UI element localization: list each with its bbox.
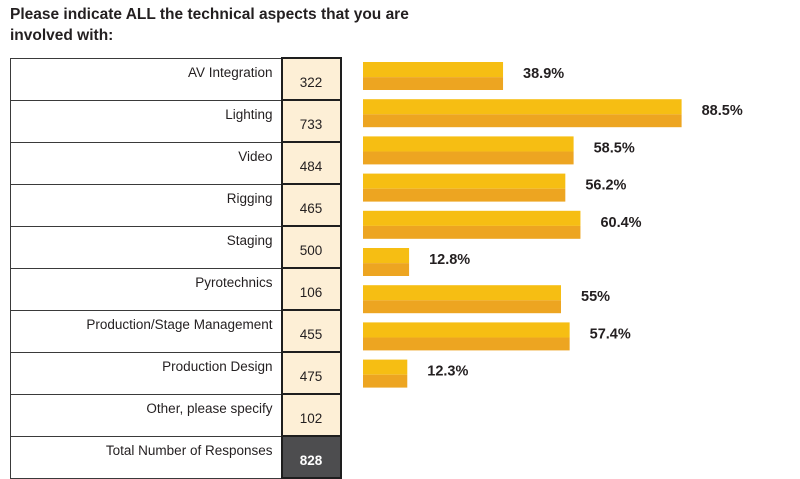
row-label: Staging bbox=[10, 225, 282, 269]
row-count: 106 bbox=[280, 267, 342, 311]
bar-staging: 60.4% bbox=[363, 210, 642, 239]
row-count: 500 bbox=[280, 225, 342, 269]
data-label: 56.2% bbox=[585, 178, 626, 194]
table-row: Lighting 733 bbox=[10, 99, 342, 143]
table-row: Pyrotechnics 106 bbox=[10, 267, 342, 311]
row-label: AV Integration bbox=[10, 57, 282, 101]
table-row: Rigging 465 bbox=[10, 183, 342, 227]
bar-bottom bbox=[363, 374, 408, 388]
table-row: Video 484 bbox=[10, 141, 342, 185]
bar-chart: 38.9% 88.5% 58.5% 56.2% 60.4% 12.8% 55% 57.4% 12… bbox=[363, 62, 743, 388]
bar-top bbox=[363, 173, 566, 189]
bar-top bbox=[363, 285, 561, 301]
bar-bottom bbox=[363, 77, 504, 90]
bar-av-integration: 38.9% bbox=[363, 62, 564, 90]
row-label: Production Design bbox=[10, 351, 282, 395]
data-label: 60.4% bbox=[600, 215, 641, 231]
bar-bottom bbox=[363, 188, 566, 202]
bar-top bbox=[363, 136, 574, 152]
row-label: Video bbox=[10, 141, 282, 185]
data-label: 58.5% bbox=[594, 140, 635, 156]
data-label: 57.4% bbox=[590, 326, 631, 342]
table-row: Other, please specify 102 bbox=[10, 393, 342, 437]
bar-video: 58.5% bbox=[363, 136, 635, 165]
row-label: Pyrotechnics bbox=[10, 267, 282, 311]
bar-production-design: 57.4% bbox=[363, 322, 631, 351]
table-row: Staging 500 bbox=[10, 225, 342, 269]
row-count: 733 bbox=[280, 99, 342, 143]
bar-top bbox=[363, 359, 408, 375]
row-count: 475 bbox=[280, 351, 342, 395]
table-row: Production Design 475 bbox=[10, 351, 342, 395]
row-count: 455 bbox=[280, 309, 342, 353]
bar-bottom bbox=[363, 300, 561, 314]
data-label: 38.9% bbox=[523, 66, 564, 82]
bar-top bbox=[363, 322, 570, 338]
data-label: 55% bbox=[581, 289, 610, 305]
bar-production-stage-management: 55% bbox=[363, 285, 610, 314]
bar-bottom bbox=[363, 225, 581, 239]
responses-table: AV Integration 322 Lighting 733 Video 484 Rigg… bbox=[10, 57, 342, 479]
data-label: 12.8% bbox=[429, 252, 470, 268]
bar-bottom bbox=[363, 114, 682, 128]
data-label: 88.5% bbox=[702, 103, 743, 119]
row-count: 484 bbox=[280, 141, 342, 185]
bar-top bbox=[363, 210, 581, 226]
row-label: Lighting bbox=[10, 99, 282, 143]
row-label: Production/Stage Management bbox=[10, 309, 282, 353]
bar-bottom bbox=[363, 337, 570, 351]
bar-pyrotechnics: 12.8% bbox=[363, 248, 470, 276]
bar-lighting: 88.5% bbox=[363, 99, 743, 128]
bar-bottom bbox=[363, 263, 410, 276]
bar-rigging: 56.2% bbox=[363, 173, 627, 202]
table-row: AV Integration 322 bbox=[10, 57, 342, 101]
row-count: 102 bbox=[280, 393, 342, 437]
row-label: Rigging bbox=[10, 183, 282, 227]
chart-title: Please indicate ALL the technical aspect… bbox=[10, 6, 409, 44]
data-label: 12.3% bbox=[427, 364, 468, 380]
bar-top bbox=[363, 62, 504, 78]
bar-top bbox=[363, 99, 682, 115]
row-count: 465 bbox=[280, 183, 342, 227]
bar-other-please-specify: 12.3% bbox=[363, 359, 469, 388]
bar-bottom bbox=[363, 151, 574, 165]
table-row: Production/Stage Management 455 bbox=[10, 309, 342, 353]
row-count: 322 bbox=[280, 57, 342, 101]
bar-top bbox=[363, 248, 410, 264]
